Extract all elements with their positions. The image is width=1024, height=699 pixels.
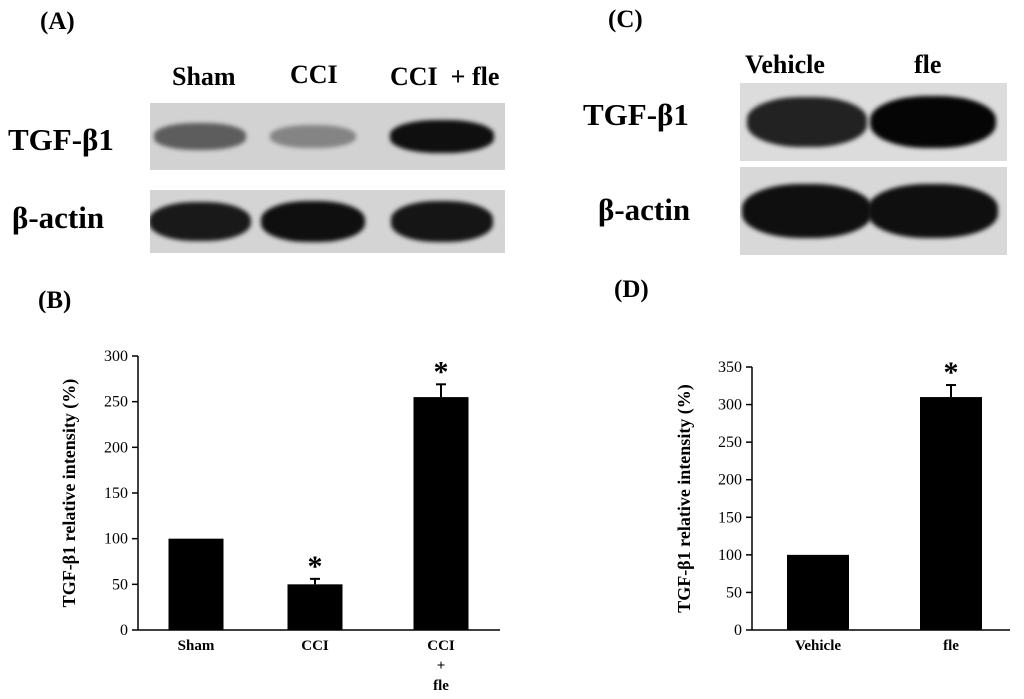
chart-d-ytick-label-2: 100	[718, 547, 742, 564]
actin-a-band-2	[390, 201, 494, 242]
chart-d-ytick-label-5: 250	[718, 434, 742, 451]
lane-label-cci: CCI	[290, 60, 338, 89]
chart-b-significance-1: *	[308, 550, 323, 583]
chart-b-category-label-1-0: CCI	[301, 638, 329, 654]
chart-b-bar-2	[413, 397, 469, 630]
chart-d-category-label-1-0: fle	[943, 638, 959, 654]
blot-tgf-a	[150, 103, 505, 170]
chart-d-ytick-label-6: 300	[718, 397, 742, 414]
chart-b-ytick-label-3: 150	[104, 485, 128, 502]
chart-b-significance-2: *	[434, 355, 449, 388]
lane-label-sham: Sham	[172, 62, 236, 91]
tgf-a-band-1	[270, 124, 356, 149]
actin-c-band-1	[868, 184, 998, 238]
panel-label-c: (C)	[608, 6, 643, 33]
chart-d-bar-1	[920, 397, 982, 630]
blot-actin-a	[150, 190, 505, 253]
lane-label-cci-fle: CCI + fle	[390, 62, 500, 91]
blot-tgf-c	[740, 83, 1007, 161]
chart-b-ytick-label-6: 300	[104, 348, 128, 365]
row-label-tgf-a: TGF-β1	[8, 122, 114, 157]
panel-label-b: (B)	[38, 287, 72, 314]
row-label-actin-c: β-actin	[598, 192, 691, 227]
chart-b-category-label-0-0: Sham	[178, 638, 215, 654]
tgf-a-band-2	[390, 120, 494, 153]
chart-b-category-label-2-2: fle	[433, 678, 449, 694]
chart-b-bar-1	[287, 584, 343, 630]
chart-b-category-label-2-0: CCI	[427, 638, 455, 654]
tgf-c-band-0	[746, 97, 868, 147]
chart-d-ytick-label-0: 0	[734, 622, 742, 639]
blot-actin-c	[740, 167, 1007, 255]
row-label-actin-a: β-actin	[12, 200, 105, 235]
actin-a-band-0	[150, 201, 251, 242]
tgf-c-band-1	[870, 95, 996, 149]
chart-b-category-label-2-1: +	[437, 658, 446, 674]
lane-label-vehicle: Vehicle	[745, 50, 825, 79]
chart-d-bar-0	[787, 554, 849, 630]
chart-d-ylabel: TGF-β1 relative intensity (%)	[674, 384, 695, 613]
chart-b-ytick-label-0: 0	[120, 622, 128, 639]
chart-b-ytick-label-5: 250	[104, 394, 128, 411]
chart-d-ytick-label-1: 50	[726, 584, 742, 601]
actin-a-band-1	[261, 201, 365, 242]
chart-d-significance-1: *	[944, 356, 959, 389]
chart-d-ytick-label-7: 350	[718, 359, 742, 376]
chart-b-ylabel: TGF-β1 relative intensity (%)	[59, 379, 80, 608]
chart-b-ytick-label-1: 50	[112, 576, 128, 593]
chart-d-category-label-0-0: Vehicle	[795, 638, 841, 654]
tgf-a-band-0	[154, 123, 246, 150]
panel-label-d: (D)	[614, 276, 649, 303]
chart-b-ytick-label-4: 200	[104, 439, 128, 456]
chart-b-ytick-label-2: 100	[104, 531, 128, 548]
panel-label-a: (A)	[40, 8, 75, 35]
actin-c-band-0	[742, 184, 872, 238]
row-label-tgf-c: TGF-β1	[583, 97, 689, 132]
chart-b-bar-0	[168, 538, 224, 630]
chart-d-ytick-label-3: 150	[718, 509, 742, 526]
chart-d-ytick-label-4: 200	[718, 472, 742, 489]
lane-label-fle: fle	[914, 50, 942, 79]
